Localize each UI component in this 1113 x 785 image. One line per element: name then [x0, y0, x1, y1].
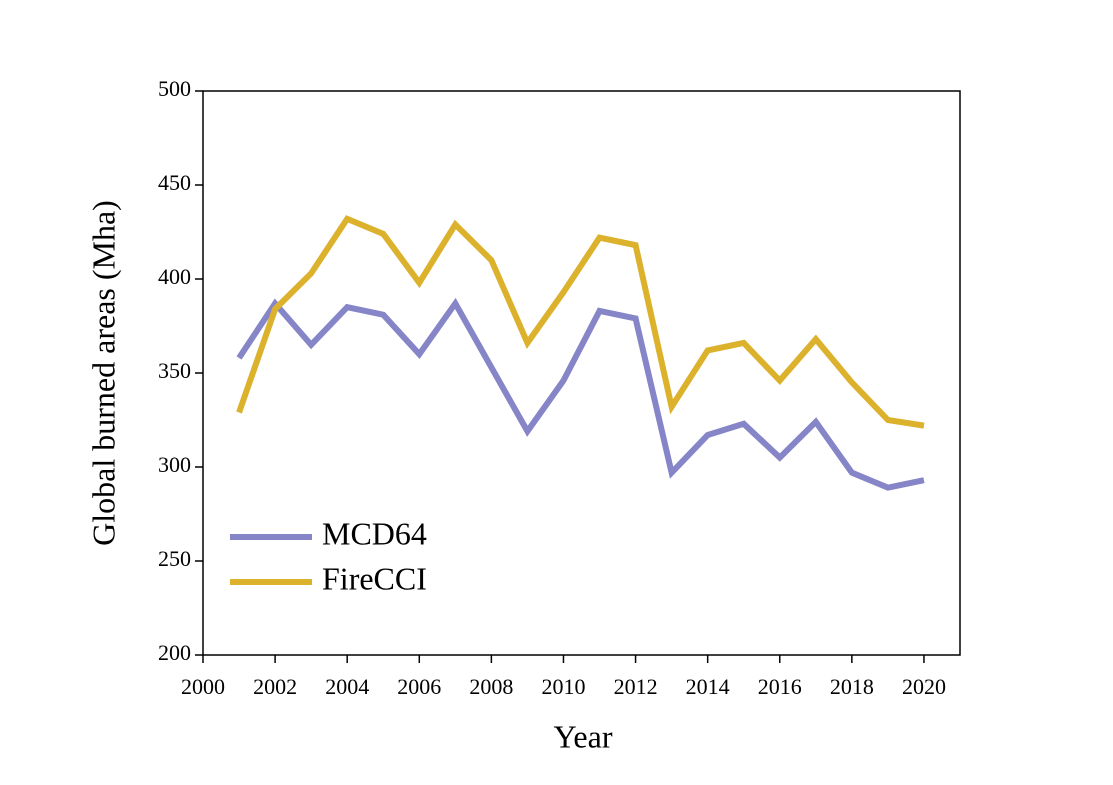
data-line	[236, 215, 925, 429]
x-tick-label: 2000	[181, 674, 225, 699]
y-tick-label: 500	[158, 76, 191, 101]
x-tick-label: 2002	[253, 674, 297, 699]
y-tick-label: 400	[158, 264, 191, 289]
x-tick-label: 2012	[614, 674, 658, 699]
x-tick-label: 2014	[686, 674, 730, 699]
x-tick-label: 2020	[902, 674, 946, 699]
y-tick-label: 350	[158, 358, 191, 383]
x-axis-label: Year	[554, 718, 613, 754]
y-tick-label: 300	[158, 452, 191, 477]
y-tick-label: 200	[158, 640, 191, 665]
y-axis-label: Global burned areas (Mha)	[85, 200, 121, 546]
y-tick-label: 450	[158, 170, 191, 195]
x-tick-label: 2008	[469, 674, 513, 699]
legend-label: FireCCI	[322, 560, 427, 596]
plot-frame	[202, 90, 961, 656]
x-tick-label: 2018	[830, 674, 874, 699]
data-line	[236, 297, 925, 491]
x-tick-label: 2006	[397, 674, 441, 699]
x-tick-label: 2016	[758, 674, 802, 699]
x-tick-label: 2010	[541, 674, 585, 699]
y-tick-label: 250	[158, 546, 191, 571]
legend-label: MCD64	[322, 515, 427, 551]
x-tick-label: 2004	[325, 674, 369, 699]
